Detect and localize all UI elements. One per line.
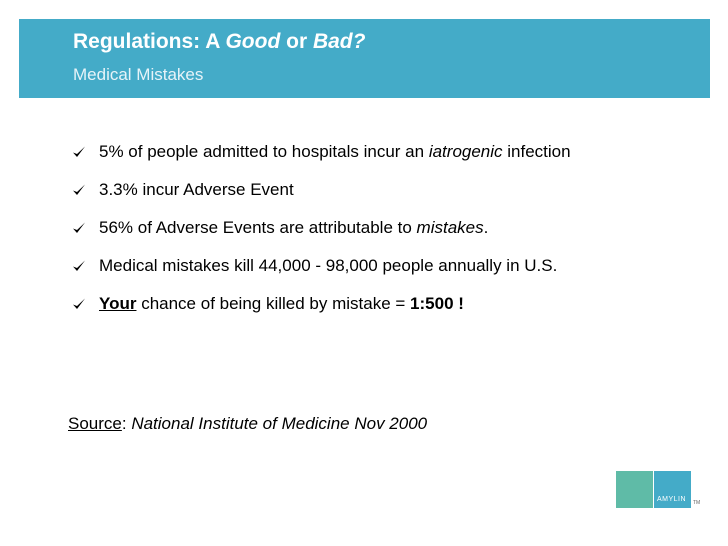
source-citation: Source: National Institute of Medicine N… <box>68 414 427 434</box>
bullet-text-end: . <box>483 218 489 237</box>
source-label: Source <box>68 414 122 433</box>
slide-subtitle: Medical Mistakes <box>73 65 204 84</box>
bullet-item: 5% of people admitted to hospitals incur… <box>71 140 571 178</box>
bullet-text: 5% of people admitted to hospitals incur… <box>99 142 429 161</box>
bullet-item: Your chance of being killed by mistake =… <box>71 292 571 330</box>
title-or: or <box>280 30 313 53</box>
bullet-value: 1:500 ! <box>410 294 464 313</box>
source-colon: : <box>121 414 132 433</box>
checkmark-icon <box>73 184 85 195</box>
bullet-text-end: infection <box>502 142 571 161</box>
slide-title: Regulations: A Good or Bad? <box>73 30 365 54</box>
bullet-emphasis: mistakes <box>416 218 484 237</box>
checkmark-icon <box>73 298 85 309</box>
amylin-logo: AMYLIN TM <box>616 471 701 508</box>
bullet-text: chance of being killed by mistake = <box>136 294 411 313</box>
logo-square-right <box>654 471 691 508</box>
source-text: National Institute of Medicine Nov 2000 <box>131 414 428 433</box>
bullet-text: 3.3% incur Adverse Event <box>99 180 294 199</box>
title-good: Good <box>225 30 281 53</box>
title-bad: Bad? <box>312 30 366 53</box>
checkmark-icon <box>73 222 85 233</box>
bullet-text: Medical mistakes kill 44,000 - 98,000 pe… <box>99 256 558 275</box>
logo-tm: TM <box>693 500 701 506</box>
bullet-item: 56% of Adverse Events are attributable t… <box>71 216 571 254</box>
bullet-item: Medical mistakes kill 44,000 - 98,000 pe… <box>71 254 571 292</box>
checkmark-icon <box>73 260 85 271</box>
bullet-item: 3.3% incur Adverse Event <box>71 178 571 216</box>
logo-square-left <box>616 471 653 508</box>
title-band: Regulations: A Good or Bad? Medical Mist… <box>19 19 710 98</box>
title-prefix: Regulations: A <box>73 30 226 53</box>
bullet-list: 5% of people admitted to hospitals incur… <box>71 140 571 330</box>
bullet-text: 56% of Adverse Events are attributable t… <box>99 218 417 237</box>
bullet-emphasis: iatrogenic <box>428 142 503 161</box>
checkmark-icon <box>73 146 85 157</box>
logo-text: AMYLIN <box>657 496 687 503</box>
bullet-strong: Your <box>99 294 137 313</box>
